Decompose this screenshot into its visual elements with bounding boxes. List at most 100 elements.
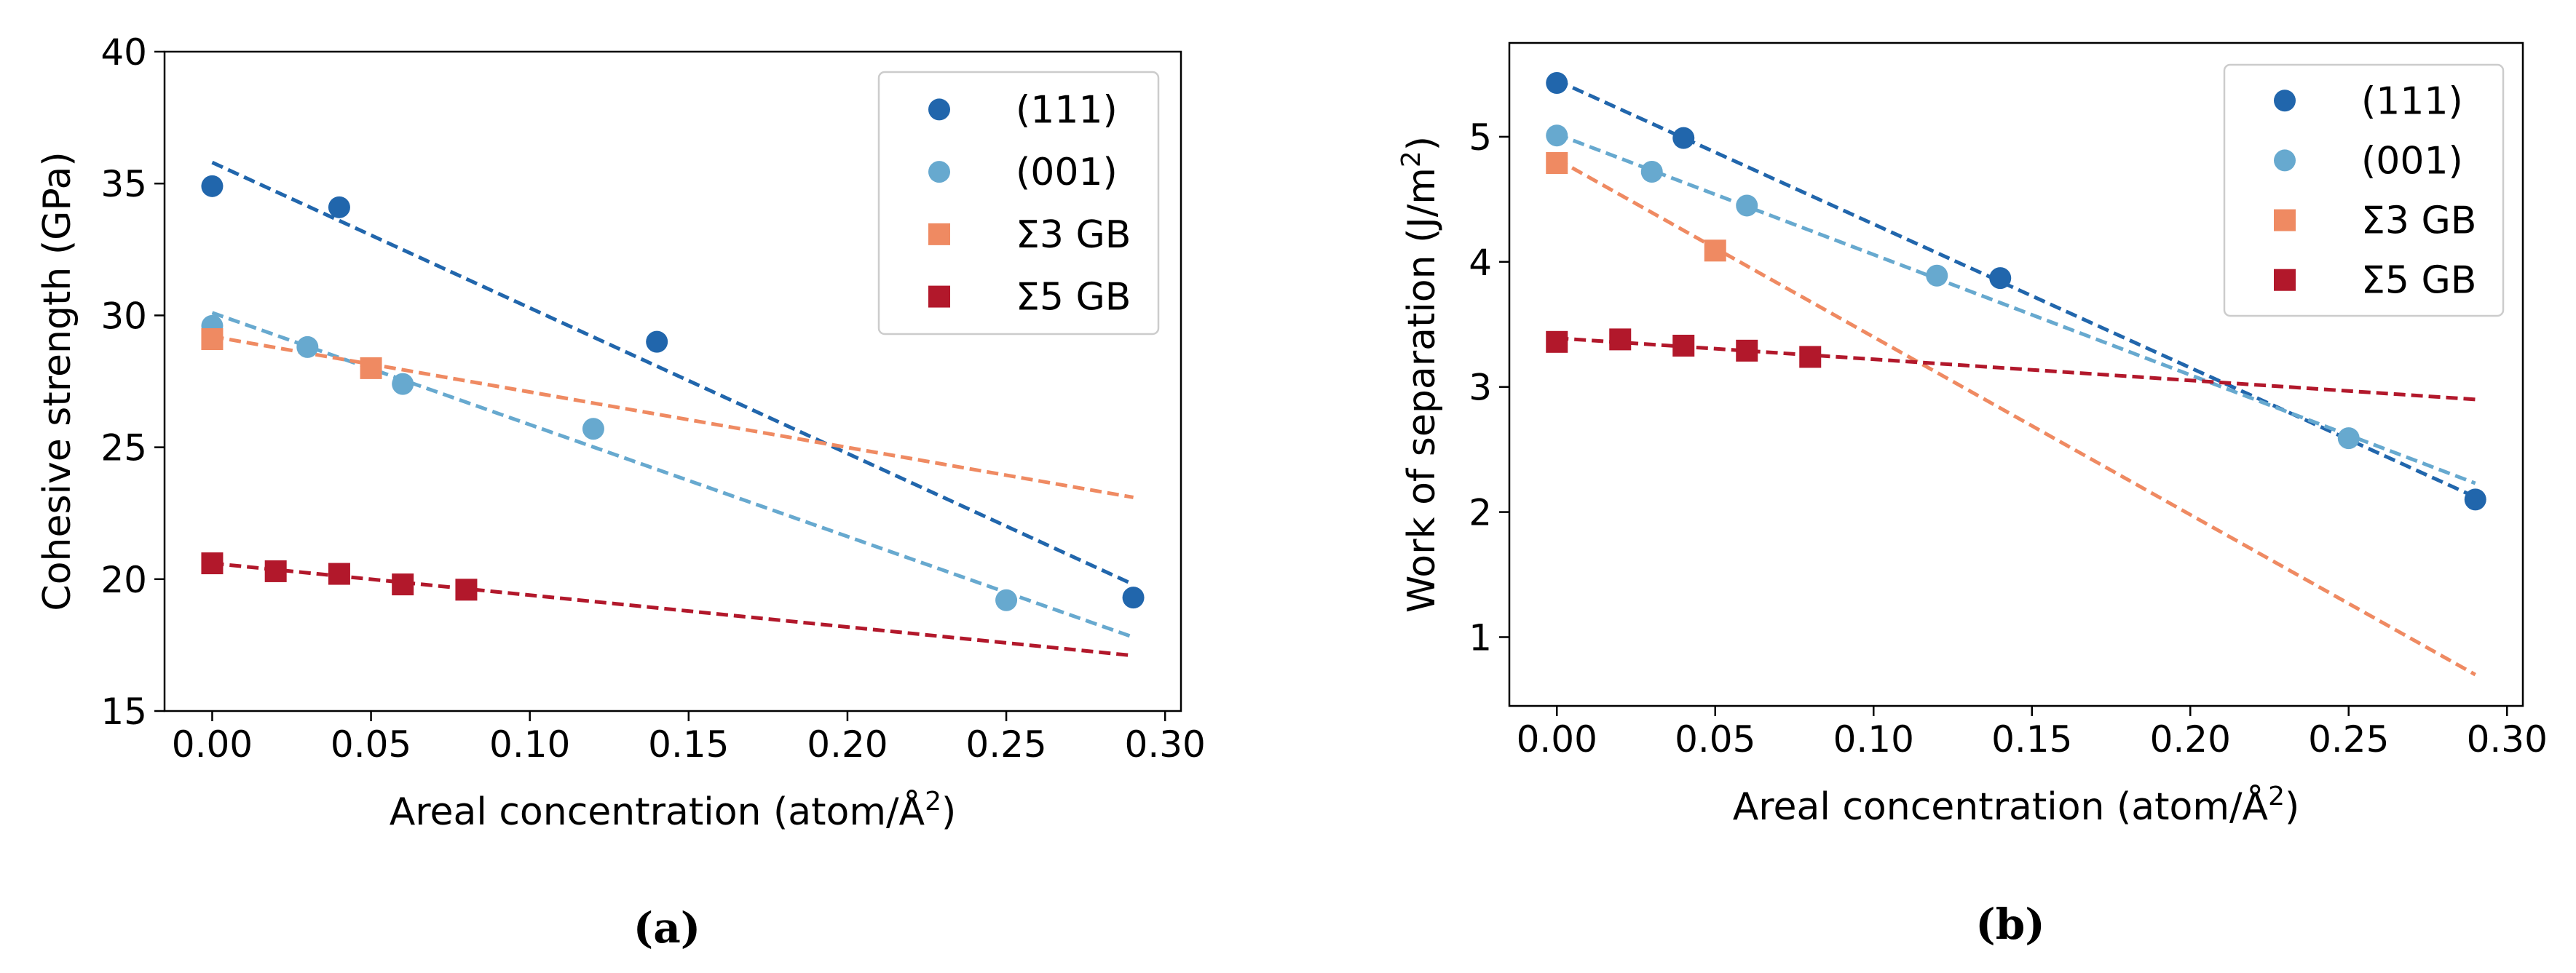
x-axis-label-text: Areal concentration (atom/Å	[1733, 784, 2269, 829]
y-axis-label-tail: )	[1400, 136, 1444, 151]
data-point-s001	[995, 589, 1018, 611]
y-tick-label: 35	[100, 163, 147, 205]
x-tick-label: 0.15	[1991, 718, 2072, 760]
data-point-sig5	[264, 560, 287, 582]
data-point-s001	[392, 373, 414, 395]
data-point-sig3	[1546, 152, 1568, 175]
legend-label-sig3: Σ3 GB	[1016, 213, 1131, 257]
legend-label-s111: (111)	[1016, 88, 1118, 132]
fit-line-sig5	[1557, 336, 2476, 402]
legend-label-sig5: Σ5 GB	[2361, 259, 2476, 303]
data-point-sig3	[1704, 239, 1726, 262]
data-point-s111	[1122, 587, 1145, 609]
data-point-s001	[1640, 161, 1663, 183]
data-point-s001	[2337, 427, 2360, 450]
chart-panel-a: 0.00 0.05 0.10 0.15 0.20 0.25 0.30 15 20 25 30 35 40…	[36, 31, 1206, 953]
x-axis-label-tail: )	[941, 790, 956, 834]
legend-marker-s111	[928, 98, 950, 121]
data-point-sig5	[328, 563, 350, 585]
legend-marker-s001	[928, 161, 950, 183]
y-axis-label-sup: 2	[1396, 151, 1426, 167]
legend-label-s111: (111)	[2361, 79, 2463, 123]
fit-line-sig3	[212, 334, 1134, 499]
data-point-s111	[646, 330, 668, 353]
legend-label-s001: (001)	[1016, 151, 1118, 194]
data-point-sig5	[455, 579, 478, 601]
x-tick-label: 0.05	[1675, 718, 1755, 760]
data-point-s001	[296, 335, 319, 358]
panel-label: (b)	[1975, 899, 2044, 949]
x-tick-label: 0.00	[172, 723, 253, 766]
data-point-sig5	[1799, 346, 1822, 368]
data-point-s001	[1546, 124, 1568, 147]
x-axis-label: Areal concentration (atom/Å2)	[1733, 782, 2300, 829]
y-tick-label: 3	[1469, 367, 1492, 409]
legend: (111) (001) Σ3 GB Σ5 GB	[2223, 63, 2505, 317]
fit-line-s111	[211, 160, 1134, 587]
data-point-s111	[1546, 72, 1568, 95]
x-tick-label: 0.30	[1125, 723, 1206, 766]
fit-line-sig5	[212, 561, 1134, 658]
x-axis-label: Areal concentration (atom/Å2)	[390, 787, 957, 834]
x-tick-label: 0.10	[489, 723, 570, 766]
x-tick-label: 0.00	[1517, 718, 1597, 760]
legend-marker-sig5	[2274, 269, 2296, 291]
y-tick-label: 20	[100, 559, 147, 601]
x-tick-label: 0.20	[2150, 718, 2231, 760]
legend-marker-sig3	[2274, 209, 2296, 231]
data-point-s001	[1736, 194, 1758, 217]
data-point-s111	[1672, 127, 1695, 149]
data-point-sig5	[1546, 330, 1568, 353]
y-tick-label: 1	[1469, 616, 1492, 659]
x-axis-label-sup: 2	[2268, 782, 2285, 811]
y-tick-label: 40	[100, 31, 147, 74]
data-point-sig5	[1672, 334, 1695, 357]
legend-label-s001: (001)	[2361, 139, 2463, 183]
x-tick-label: 0.25	[965, 723, 1046, 766]
x-axis-label-sup: 2	[925, 787, 941, 817]
x-tick-label: 0.20	[807, 723, 888, 766]
y-axis-label-text: Cohesive strength (GPa)	[36, 151, 79, 611]
data-point-s001	[582, 418, 604, 440]
x-tick-label: 0.30	[2467, 718, 2548, 760]
x-axis-label-tail: )	[2285, 785, 2299, 829]
y-tick-label: 5	[1469, 116, 1492, 159]
legend-marker-s111	[2274, 90, 2296, 112]
legend-label-sig5: Σ5 GB	[1016, 276, 1131, 319]
y-tick-label: 25	[100, 427, 147, 469]
data-point-s111	[2464, 488, 2486, 511]
data-point-sig5	[1736, 339, 1758, 362]
legend-marker-sig3	[928, 223, 950, 245]
x-axis-label-text: Areal concentration (atom/Å	[390, 789, 925, 834]
x-tick-label: 0.25	[2308, 718, 2389, 760]
data-point-s111	[201, 175, 224, 197]
legend-box	[877, 71, 1160, 335]
data-point-s111	[1989, 267, 2012, 290]
legend-box	[2223, 63, 2505, 317]
y-tick-label: 30	[100, 295, 147, 337]
legend: (111) (001) Σ3 GB Σ5 GB	[877, 71, 1160, 335]
legend-marker-s001	[2274, 149, 2296, 172]
x-tick-label: 0.10	[1833, 718, 1914, 760]
y-tick-label: 15	[100, 691, 147, 733]
data-point-sig5	[1609, 328, 1632, 351]
y-tick-label: 2	[1469, 492, 1492, 534]
axes-frame	[1508, 41, 2524, 707]
legend-marker-sig5	[928, 285, 950, 308]
fit-line-s001	[1556, 132, 2476, 485]
data-point-s001	[1926, 264, 1948, 287]
y-axis-label: Work of separation (J/m2)	[1396, 136, 1444, 613]
data-point-s111	[328, 196, 350, 218]
chart-panel-b: 0.00 0.05 0.10 0.15 0.20 0.25 0.30 1 2 3 4 5 Areal c…	[1396, 41, 2548, 949]
x-tick-label: 0.05	[331, 723, 411, 766]
data-point-sig5	[392, 573, 414, 596]
axes-frame	[163, 50, 1182, 712]
legend-label-sig3: Σ3 GB	[2361, 199, 2476, 243]
y-tick-label: 4	[1469, 242, 1492, 284]
data-point-sig5	[201, 552, 224, 575]
x-tick-label: 0.15	[648, 723, 729, 766]
fit-line-s111	[1556, 79, 2476, 499]
y-axis-label: Cohesive strength (GPa)	[36, 151, 79, 611]
data-point-sig3	[201, 328, 224, 351]
